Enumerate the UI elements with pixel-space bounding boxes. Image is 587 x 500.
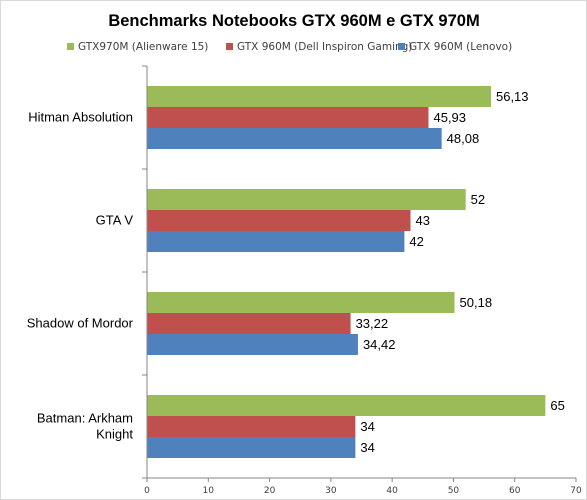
data-label: 45,93 (433, 110, 466, 125)
legend-entry: GTX970M (Alienware 15) (67, 41, 208, 53)
category-label: Hitman Absolution (28, 110, 133, 125)
legend-label: GTX 960M (Dell Inspiron Gaming) (237, 41, 412, 53)
bar (147, 231, 405, 252)
x-tick-label: 20 (264, 486, 276, 496)
legend-swatch (398, 43, 405, 50)
category-label: Batman: Arkham (37, 411, 133, 426)
data-label: 34,42 (363, 337, 396, 352)
data-label: 65 (550, 398, 564, 413)
legend-entry: GTX 960M (Dell Inspiron Gaming) (226, 41, 412, 53)
data-label: 43 (416, 213, 430, 228)
x-tick-label: 60 (509, 486, 521, 496)
bar (147, 107, 429, 128)
legend-entry: GTX 960M (Lenovo) (398, 41, 512, 53)
bar (147, 128, 442, 149)
data-label: 42 (409, 234, 423, 249)
x-tick-label: 70 (570, 486, 582, 496)
x-tick-label: 40 (386, 486, 398, 496)
data-label: 33,22 (356, 316, 389, 331)
legend-label: GTX 960M (Lenovo) (409, 41, 512, 53)
bar (147, 437, 356, 458)
x-tick-label: 0 (144, 486, 150, 496)
legend-swatch (67, 43, 74, 50)
data-label: 52 (471, 192, 485, 207)
x-tick-label: 10 (203, 486, 215, 496)
data-label: 48,08 (447, 131, 480, 146)
bar (147, 395, 546, 416)
legend-swatch (226, 43, 233, 50)
legend: GTX970M (Alienware 15) GTX 960M (Dell Ins… (67, 41, 512, 53)
category-label: Knight (96, 427, 133, 442)
x-tick-label: 50 (448, 486, 460, 496)
category-label: GTA V (96, 213, 134, 228)
bar (147, 292, 455, 313)
data-label: 34 (360, 440, 374, 455)
plot-area: Hitman Absolution 56,13 45,93 48,08 GTA V 52 4… (27, 65, 582, 496)
bar (147, 416, 356, 437)
bar (147, 86, 491, 107)
data-label: 34 (360, 419, 374, 434)
chart-title: Benchmarks Notebooks GTX 960M e GTX 970M (108, 12, 479, 30)
x-tick-label: 30 (325, 486, 337, 496)
data-label: 56,13 (496, 89, 529, 104)
category-label: Shadow of Mordor (27, 316, 134, 331)
bar (147, 313, 351, 334)
data-label: 50,18 (460, 295, 493, 310)
bar (147, 210, 411, 231)
bar (147, 334, 358, 355)
legend-label: GTX970M (Alienware 15) (78, 41, 208, 53)
bar (147, 189, 466, 210)
